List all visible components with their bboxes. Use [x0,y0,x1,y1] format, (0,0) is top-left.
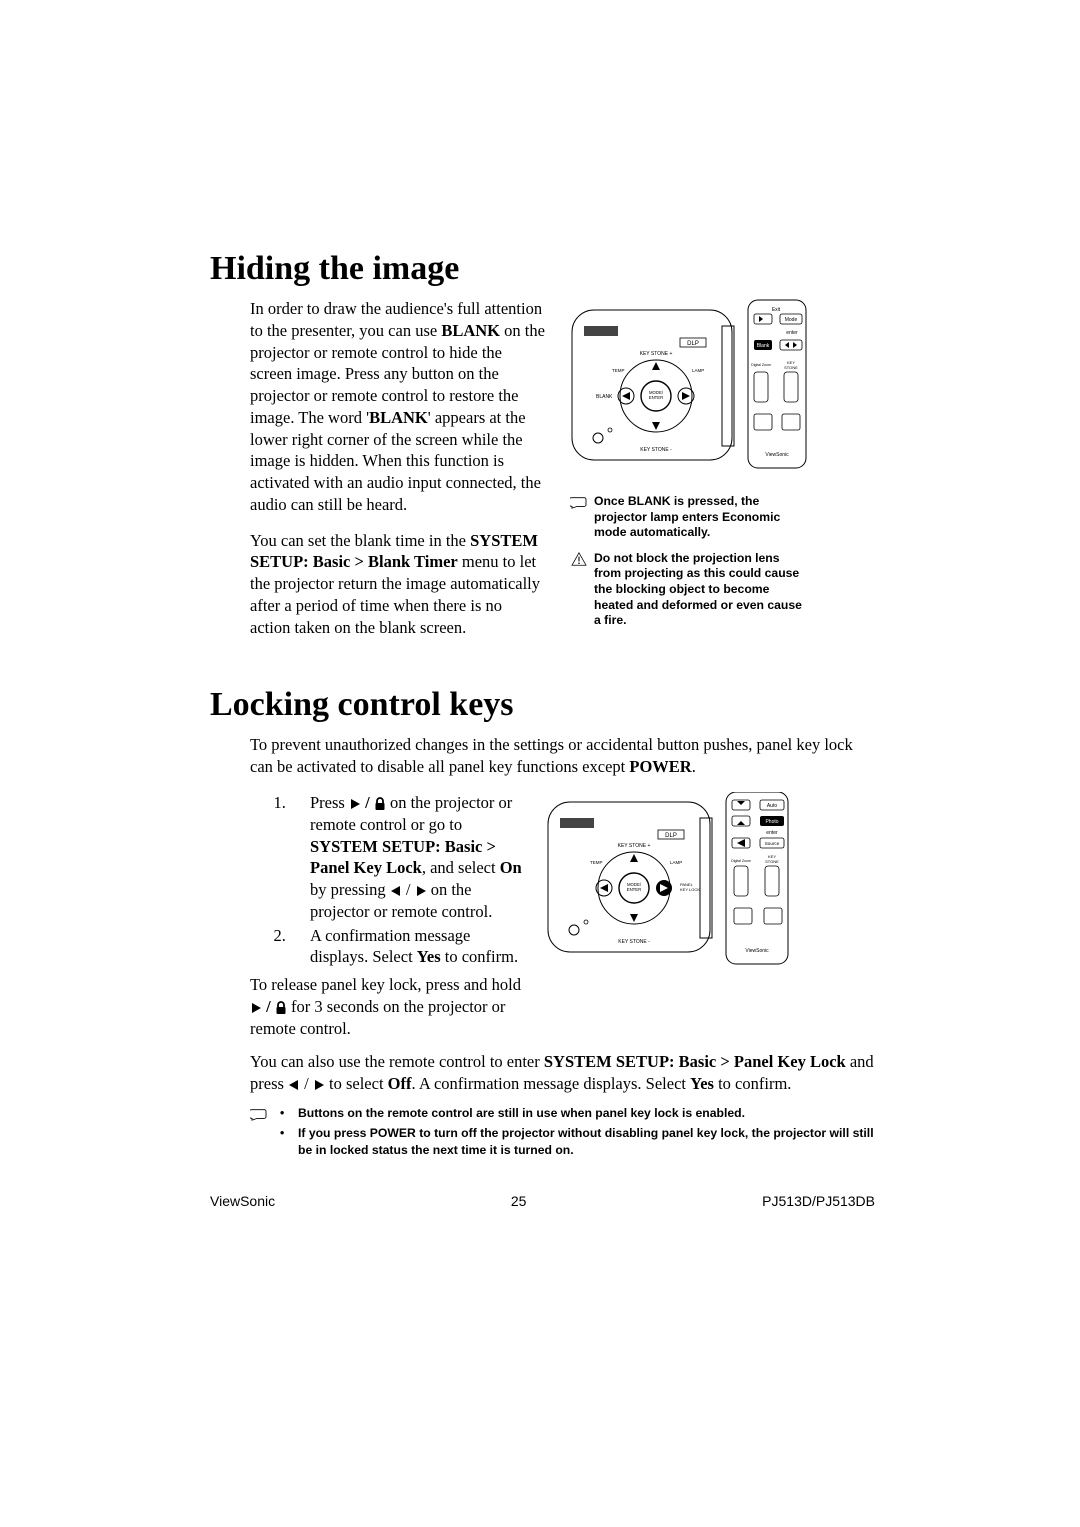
projector-figure-lock: DLP KEY STONE + MODE/ ENTER PANEL KEY LO… [546,792,790,968]
text: to confirm. [714,1074,791,1093]
warning-lens: Do not block the projection lens from pr… [570,551,808,629]
svg-text:Mode: Mode [785,317,798,323]
locking-steps: Press / on the projector or remote contr… [250,792,522,968]
svg-text:DLP: DLP [665,833,677,839]
locking-also: You can also use the remote control to e… [250,1051,875,1095]
locking-bullet-2: If you press POWER to turn off the proje… [280,1125,875,1158]
locking-intro: To prevent unauthorized changes in the s… [250,734,875,778]
hiding-section: In order to draw the audience's full att… [250,298,875,638]
text: Press [310,793,349,812]
svg-text:DLP: DLP [687,341,699,347]
triangle-right-icon [415,885,427,897]
text: To release panel key lock, press and hol… [250,975,521,994]
text: , and select [422,858,500,877]
footer-left: ViewSonic [210,1193,275,1209]
locking-section: To prevent unauthorized changes in the s… [250,734,875,1162]
text-bold: BLANK [441,321,500,340]
svg-text:Blank: Blank [757,343,770,349]
text: . A confirmation message displays. Selec… [412,1074,691,1093]
svg-text:TEMP: TEMP [612,368,625,373]
svg-text:LAMP: LAMP [670,860,682,865]
text-bold: Yes [690,1074,714,1093]
note-text: Once BLANK is pressed, the projector lam… [594,494,808,541]
text: to select [325,1074,388,1093]
svg-text:KEY STONE +: KEY STONE + [640,351,673,357]
svg-text:Source: Source [765,841,780,846]
svg-text:KEY STONE +: KEY STONE + [618,843,651,849]
locking-release: To release panel key lock, press and hol… [250,974,522,1039]
locking-steps-col: Press / on the projector or remote contr… [250,792,522,1039]
locking-step-2: A confirmation message displays. Select … [290,925,522,969]
footer-page-number: 25 [275,1193,762,1209]
svg-text:KEY STONE -: KEY STONE - [618,939,650,945]
footer-right: PJ513D/PJ513DB [762,1193,875,1209]
note-economic: Once BLANK is pressed, the projector lam… [570,494,808,541]
heading-locking: Locking control keys [210,686,875,724]
svg-text:Photo: Photo [765,819,778,825]
svg-text:Digital Zoom: Digital Zoom [731,859,751,863]
svg-text:KEY STONE -: KEY STONE - [640,447,672,453]
svg-text:LAMP: LAMP [692,368,704,373]
locking-notes: Buttons on the remote control are still … [250,1105,875,1162]
text: to confirm. [441,947,518,966]
hiding-text-col: In order to draw the audience's full att… [250,298,546,638]
heading-hiding: Hiding the image [210,250,875,288]
lock-icon [275,1001,287,1015]
text-bold: On [500,858,522,877]
hiding-para-1: In order to draw the audience's full att… [250,298,546,516]
svg-text:Exit: Exit [772,307,781,313]
svg-text:enter: enter [786,330,798,336]
text-bold: Off [388,1074,412,1093]
text: To prevent unauthorized changes in the s… [250,735,853,776]
locking-step-1: Press / on the projector or remote contr… [290,792,522,923]
page-footer: ViewSonic 25 PJ513D/PJ513DB [210,1193,875,1209]
locking-figure-col: DLP KEY STONE + MODE/ ENTER PANEL KEY LO… [546,792,790,968]
triangle-right-icon [349,798,361,810]
text: . [692,757,696,776]
locking-two-col: Press / on the projector or remote contr… [250,792,875,1039]
text-bold: POWER [629,757,691,776]
triangle-left-icon [288,1079,300,1091]
svg-text:STONE: STONE [784,365,798,370]
lock-icon [374,797,386,811]
triangle-left-icon [390,885,402,897]
svg-text:TEMP: TEMP [590,860,603,865]
note-icon [570,495,588,509]
text: You can also use the remote control to e… [250,1052,544,1071]
svg-text:enter: enter [766,830,778,836]
note-icon [250,1107,268,1121]
warning-text: Do not block the projection lens from pr… [594,551,808,629]
triangle-right-icon [250,1002,262,1014]
triangle-right-icon [313,1079,325,1091]
projector-figure-blank: DLP KEY STONE + MODE/ ENTER TEMP LAMP BL… [570,298,808,478]
text: You can set the blank time in the [250,531,470,550]
text: for 3 seconds on the projector or remote… [250,997,505,1038]
text-bold: Yes [417,947,441,966]
svg-text:BLANK: BLANK [596,394,613,400]
svg-text:Auto: Auto [767,803,778,809]
hiding-figure-col: DLP KEY STONE + MODE/ ENTER TEMP LAMP BL… [570,298,808,629]
svg-text:KEY LOCK: KEY LOCK [680,887,700,892]
svg-text:Digital Zoom: Digital Zoom [751,363,771,367]
hiding-para-2: You can set the blank time in the SYSTEM… [250,530,546,639]
warning-icon [570,552,588,566]
svg-text:STONE: STONE [765,859,779,864]
svg-text:ViewSonic: ViewSonic [765,452,789,458]
text-bold: BLANK [369,408,428,427]
svg-text:ENTER: ENTER [649,395,664,400]
locking-bullet-1: Buttons on the remote control are still … [280,1105,875,1121]
text-bold: SYSTEM SETUP: Basic > Panel Key Lock [544,1052,846,1071]
text: by pressing [310,880,390,899]
svg-text:ViewSonic: ViewSonic [745,948,769,954]
svg-text:ENTER: ENTER [627,887,642,892]
